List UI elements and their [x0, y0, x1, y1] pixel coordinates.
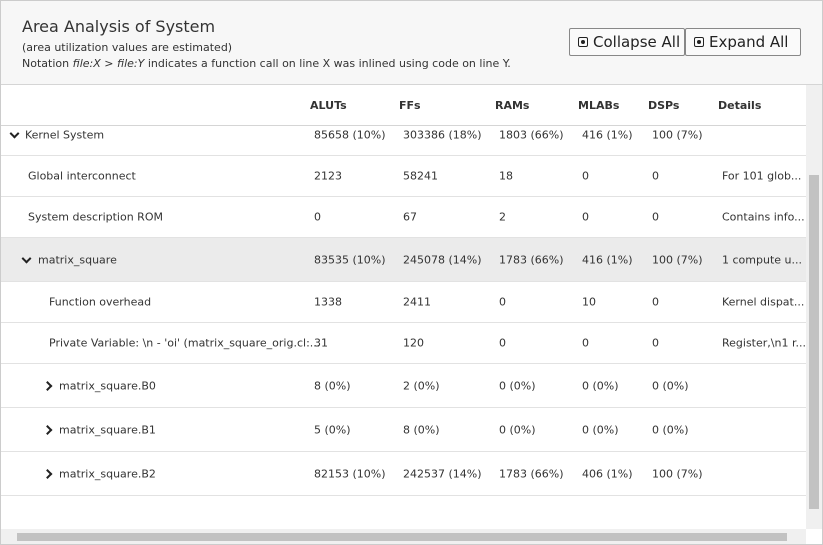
expander [21, 253, 32, 264]
text: file:Y [116, 57, 145, 70]
cell: 100 (7%) [652, 128, 703, 141]
row-name: Private Variable: \n - 'oi' (matrix_squa… [49, 336, 321, 350]
column-header: RAMs [495, 99, 530, 112]
cell: Kernel dispat... [722, 295, 805, 309]
subtitle: (area utilization values are estimated) [22, 41, 233, 54]
table-row: Global interconnect 2123 58241 18 0 0 For 101 … [1, 156, 806, 197]
cell: 18 [499, 169, 513, 183]
cell: Contains info... [722, 210, 805, 224]
cell: 245078 (14%) [403, 253, 482, 266]
expand-button[interactable]: Expand All [685, 28, 801, 56]
cell: For 101 glob... [722, 169, 802, 183]
table-row: Function overhead 1338 2411 0 10 0 Kernel disp… [1, 282, 806, 323]
expander [42, 424, 53, 435]
cell: 1 compute u... [722, 253, 802, 266]
row-name: Function overhead [49, 295, 152, 309]
cell: 8 (0%) [314, 379, 351, 392]
cell: 0 [652, 210, 659, 224]
cell: 2411 [403, 295, 431, 309]
row-name: Kernel System [25, 128, 105, 141]
expander [9, 128, 20, 139]
cell: 8 (0%) [403, 423, 440, 436]
column-header: Details [718, 99, 762, 112]
cell: 0 (0%) [652, 379, 689, 392]
cell: 0 (0%) [499, 379, 536, 392]
cell: 0 [652, 336, 659, 350]
row-name: Global interconnect [28, 169, 136, 183]
table-row: Kernel System 85658 (10%) 303386 (18%) 1803… [1, 126, 806, 156]
cell: 0 [652, 295, 659, 309]
cell: 0 [652, 169, 659, 183]
cell: 0 [314, 210, 321, 224]
cell: 0 [582, 336, 589, 350]
text: > [100, 57, 117, 70]
cell: 1783 (66%) [499, 253, 564, 266]
cell: 1803 (66%) [499, 128, 564, 141]
cell: 67 [403, 210, 417, 224]
cell: 120 [403, 336, 424, 350]
table-row: matrix_square.B0 8 (0%) 2 (0%) 0 (0%) 0 (0%)… [1, 364, 806, 408]
cell: 242537 (14%) [403, 467, 482, 480]
row-name: matrix_square.B1 [59, 423, 156, 436]
table-body: Kernel System 85658 (10%) 303386 (18%) 1803… [1, 126, 806, 529]
cell: 0 (0%) [582, 379, 619, 392]
expander [42, 468, 53, 479]
cell: 1338 [314, 295, 342, 309]
text: indicates a function call on line X was … [144, 57, 511, 70]
cell: 406 (1%) [582, 467, 633, 480]
column-header: DSPs [648, 99, 680, 112]
v-scrollbar[interactable] [806, 85, 822, 529]
cell: Register,\n1 r... [722, 336, 806, 350]
cell: 31 [314, 336, 328, 350]
cell: 100 (7%) [652, 253, 703, 266]
cell: 0 [499, 336, 506, 350]
row-name: matrix_square [38, 253, 117, 266]
collapse-button[interactable]: Collapse All [569, 28, 685, 56]
cell: 10 [582, 295, 596, 309]
table-row: matrix_square 83535 (10%) 245078 (14%) 1783… [1, 238, 806, 282]
cell: 5 (0%) [314, 423, 351, 436]
cell: 58241 [403, 169, 438, 183]
text: file:X [72, 57, 101, 70]
cell: 83535 (10%) [314, 253, 386, 266]
cell: 0 [499, 295, 506, 309]
cell: 85658 (10%) [314, 128, 386, 141]
text: Notation [22, 57, 73, 70]
cell: 0 [582, 169, 589, 183]
cell: 416 (1%) [582, 253, 633, 266]
cell: 2 [499, 210, 506, 224]
notation: Notation file:X > file:Y indicates a fun… [22, 57, 511, 70]
label: Expand All [709, 33, 789, 51]
row-name: matrix_square.B2 [59, 467, 156, 480]
table-row: matrix_square.B2 82153 (10%) 242537 (14%) 1… [1, 452, 806, 496]
cell: 0 (0%) [652, 423, 689, 436]
cell: 2 (0%) [403, 379, 440, 392]
cell: 416 (1%) [582, 128, 633, 141]
cell: 2123 [314, 169, 342, 183]
row-name: System description ROM [28, 210, 163, 224]
cell: 0 (0%) [582, 423, 619, 436]
column-header: MLABs [578, 99, 620, 112]
header: Area Analysis of System (area utilizatio… [1, 1, 822, 85]
h-scrollbar[interactable] [1, 529, 806, 544]
cell: 0 (0%) [499, 423, 536, 436]
cell: 100 (7%) [652, 467, 703, 480]
cell: 1783 (66%) [499, 467, 564, 480]
table-row: matrix_square.B1 5 (0%) 8 (0%) 0 (0%) 0 (0%)… [1, 408, 806, 452]
cell: 82153 (10%) [314, 467, 386, 480]
cell: 0 [582, 210, 589, 224]
column-header: ALUTs [310, 99, 347, 112]
expander [42, 380, 53, 391]
table-row: Private Variable: \n - 'oi' (matrix_squa… [1, 323, 806, 364]
cell: 303386 (18%) [403, 128, 482, 141]
label: Collapse All [593, 33, 681, 51]
row-name: matrix_square.B0 [59, 379, 156, 392]
table-row: System description ROM 0 67 2 0 0 Contains inf… [1, 197, 806, 238]
title: Area Analysis of System [22, 17, 216, 36]
column-header: FFs [399, 99, 421, 112]
